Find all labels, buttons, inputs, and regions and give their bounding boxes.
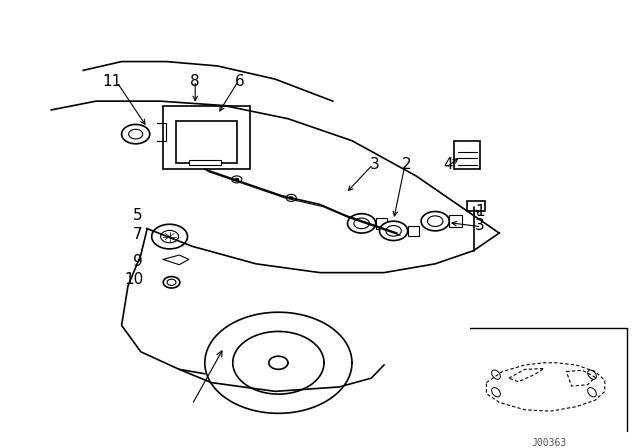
Text: 10: 10 <box>125 272 144 287</box>
Text: 6: 6 <box>235 74 245 89</box>
Text: 2: 2 <box>401 157 412 172</box>
Circle shape <box>129 129 143 139</box>
Text: 3: 3 <box>369 157 380 172</box>
Ellipse shape <box>492 388 500 397</box>
Circle shape <box>122 125 150 144</box>
Circle shape <box>428 216 443 227</box>
Circle shape <box>161 230 179 243</box>
Text: 7: 7 <box>132 227 143 242</box>
Ellipse shape <box>588 370 596 379</box>
Circle shape <box>167 279 176 285</box>
Circle shape <box>152 224 188 249</box>
Circle shape <box>386 225 401 236</box>
Bar <box>163 106 250 169</box>
Circle shape <box>163 276 180 288</box>
Bar <box>189 159 221 165</box>
Ellipse shape <box>588 388 596 397</box>
Circle shape <box>421 211 449 231</box>
Text: 8: 8 <box>190 74 200 89</box>
Circle shape <box>289 197 293 199</box>
Bar <box>467 202 485 211</box>
Circle shape <box>380 221 408 241</box>
Text: 11: 11 <box>102 74 122 89</box>
Bar <box>376 218 387 228</box>
Text: 4: 4 <box>443 157 453 172</box>
Polygon shape <box>163 255 189 265</box>
Circle shape <box>232 176 242 183</box>
Circle shape <box>286 194 296 202</box>
Bar <box>408 226 419 236</box>
Bar <box>176 121 237 163</box>
Ellipse shape <box>492 370 500 379</box>
Bar <box>449 215 462 227</box>
Text: 5: 5 <box>132 208 143 223</box>
Text: J00363: J00363 <box>531 438 566 448</box>
Text: 1: 1 <box>475 203 485 219</box>
Circle shape <box>348 214 376 233</box>
Text: 9: 9 <box>132 254 143 269</box>
Bar <box>454 141 480 169</box>
Text: 3: 3 <box>475 218 485 233</box>
Circle shape <box>235 178 239 181</box>
Circle shape <box>354 218 369 228</box>
